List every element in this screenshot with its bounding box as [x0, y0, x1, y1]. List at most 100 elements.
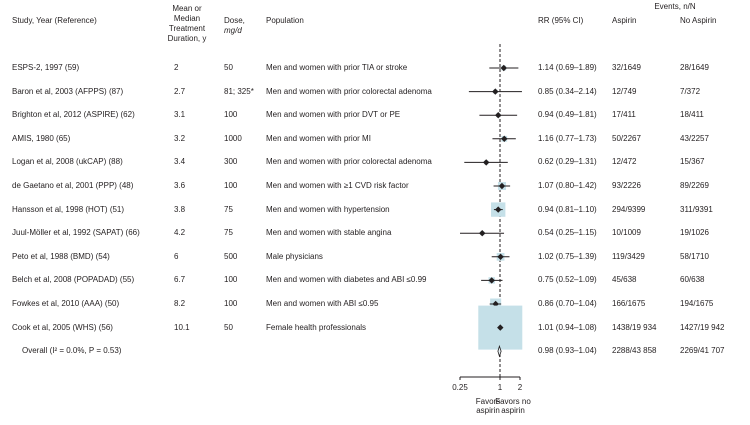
point-estimate: [498, 182, 506, 190]
x-tick-label: 1: [498, 383, 503, 392]
population-cell: Men and women with ABI ≤0.95: [266, 299, 379, 308]
rr-cell: 1.02 (0.75–1.39): [538, 251, 597, 261]
header-duration-3: Treatment: [168, 24, 206, 33]
header-duration-4: Duration, y: [167, 34, 207, 43]
study-cell: Baron et al, 2003 (AFPPS) (87): [12, 86, 124, 96]
rr-cell: 0.94 (0.81–1.10): [538, 204, 597, 214]
population-cell: Men and women with ≥1 CVD risk factor: [266, 181, 409, 190]
point-estimate: [500, 64, 507, 72]
rr-cell: 1.07 (0.80–1.42): [538, 181, 597, 190]
dose-cell: 100: [224, 275, 238, 285]
duration-cell: 3.2: [174, 133, 186, 143]
population-cell: Men and women with diabetes and ABI ≤0.9…: [266, 275, 427, 285]
dose-cell: 50: [224, 63, 233, 72]
aspirin-events-cell: 50/2267: [612, 133, 641, 143]
header-rr: RR (95% CI): [538, 16, 584, 25]
dose-cell: 300: [224, 157, 238, 167]
aspirin-events-cell: 294/9399: [612, 204, 646, 214]
duration-cell: 3.8: [174, 204, 186, 214]
dose-cell: 1000: [224, 133, 242, 143]
header-dose-2: mg/d: [224, 26, 242, 35]
dose-cell: 100: [224, 181, 238, 190]
aspirin-events-cell: 12/749: [612, 86, 637, 96]
point-estimate: [495, 206, 502, 213]
duration-cell: 3.6: [174, 181, 186, 190]
rr-cell: 0.75 (0.52–1.09): [538, 275, 597, 285]
no-aspirin-events-cell: 1427/19 942: [680, 322, 725, 332]
population-cell: Men and women with stable angina: [266, 228, 392, 238]
favors-left-label-2: aspirin: [476, 406, 500, 415]
header-no-aspirin: No Aspirin: [680, 16, 717, 25]
duration-cell: 2: [174, 63, 179, 72]
dose-cell: 500: [224, 251, 238, 261]
no-aspirin-events-cell: 18/411: [680, 110, 704, 120]
dose-cell: 50: [224, 322, 233, 332]
x-tick-label: 2: [518, 383, 523, 392]
population-cell: Men and women with prior TIA or stroke: [266, 63, 408, 72]
no-aspirin-events-cell: 194/1675: [680, 299, 714, 308]
study-cell: Logan et al, 2008 (ukCAP) (88): [12, 157, 123, 167]
aspirin-events-cell: 32/1649: [612, 63, 641, 72]
population-cell: Men and women with prior colorectal aden…: [266, 86, 432, 96]
point-estimate: [483, 159, 490, 166]
x-tick-label: 0.25: [452, 383, 468, 392]
point-estimate: [488, 277, 495, 284]
rr-cell: 0.62 (0.29–1.31): [538, 157, 597, 167]
dose-cell: 75: [224, 228, 233, 238]
no-aspirin-events-cell: 28/1649: [680, 63, 709, 72]
favors-right-label-2: aspirin: [501, 406, 525, 415]
header-duration-1: Mean or: [172, 4, 202, 13]
duration-cell: 6: [174, 251, 179, 261]
no-aspirin-events-cell: 60/638: [680, 275, 705, 285]
study-cell: Hansson et al, 1998 (HOT) (51): [12, 204, 125, 214]
duration-cell: 8.2: [174, 299, 186, 308]
no-aspirin-events-cell: 7/372: [680, 86, 701, 96]
study-cell: Fowkes et al, 2010 (AAA) (50): [12, 299, 120, 308]
header-duration-2: Median: [173, 14, 201, 23]
dose-cell: 100: [224, 299, 238, 308]
no-aspirin-events-cell: 19/1026: [680, 228, 709, 238]
aspirin-events-cell: 10/1009: [612, 228, 641, 238]
overall-label: Overall (I² = 0.0%, P = 0.53): [22, 346, 122, 356]
aspirin-events-cell: 45/638: [612, 275, 637, 285]
point-estimate: [501, 135, 508, 142]
aspirin-events-cell: 17/411: [612, 110, 636, 120]
dose-cell: 75: [224, 204, 233, 214]
header-events: Events, n/N: [654, 2, 696, 11]
aspirin-events-cell: 119/3429: [612, 251, 645, 261]
duration-cell: 3.4: [174, 157, 186, 167]
point-estimate: [497, 253, 504, 260]
aspirin-events-cell: 93/2226: [612, 181, 641, 190]
no-aspirin-events-cell: 15/367: [680, 157, 705, 167]
dose-cell: 81; 325*: [224, 86, 254, 96]
aspirin-events-cell: 1438/19 934: [612, 322, 657, 332]
rr-cell: 0.94 (0.49–1.81): [538, 110, 597, 120]
no-aspirin-events-cell: 89/2269: [680, 181, 709, 190]
rr-cell: 0.54 (0.25–1.15): [538, 228, 597, 238]
header-aspirin: Aspirin: [612, 16, 637, 25]
rr-cell: 1.16 (0.77–1.73): [538, 133, 597, 143]
population-cell: Men and women with prior MI: [266, 133, 371, 143]
aspirin-events-cell: 166/1675: [612, 299, 646, 308]
duration-cell: 3.1: [174, 110, 186, 120]
point-estimate: [492, 88, 499, 95]
overall-rr-cell: 0.98 (0.93–1.04): [538, 346, 597, 356]
population-cell: Female health professionals: [266, 322, 367, 332]
study-cell: de Gaetano et al, 2001 (PPP) (48): [12, 181, 134, 190]
rr-cell: 0.85 (0.34–2.14): [538, 86, 597, 96]
duration-cell: 2.7: [174, 86, 186, 96]
population-cell: Men and women with prior colorectal aden…: [266, 157, 432, 167]
duration-cell: 4.2: [174, 228, 186, 238]
header-population: Population: [266, 16, 304, 25]
overall-diamond: [497, 344, 502, 358]
rr-cell: 0.86 (0.70–1.04): [538, 299, 597, 308]
point-estimate: [479, 230, 486, 237]
study-cell: ESPS-2, 1997 (59): [12, 63, 80, 72]
no-aspirin-events-cell: 43/2257: [680, 133, 709, 143]
point-estimate: [495, 112, 502, 119]
rr-cell: 1.01 (0.94–1.08): [538, 322, 597, 332]
favors-left-label-1: Favors: [475, 397, 501, 406]
duration-cell: 6.7: [174, 275, 186, 285]
no-aspirin-events-cell: 58/1710: [680, 251, 709, 261]
